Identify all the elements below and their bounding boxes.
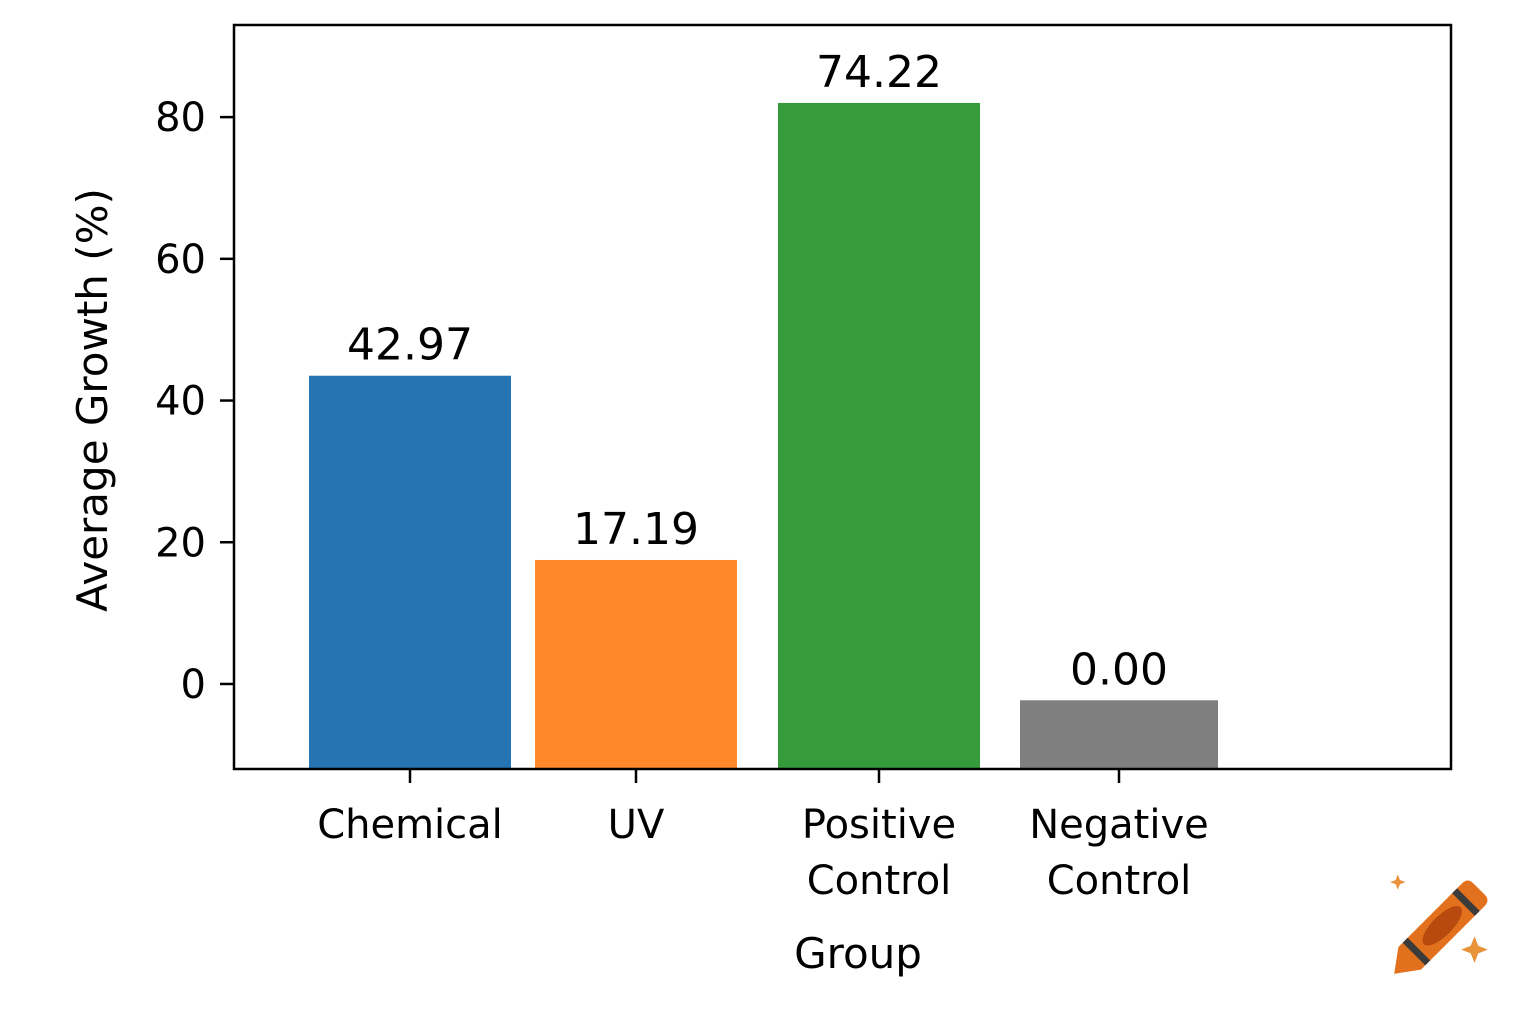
- x-tick-label: Control: [1047, 858, 1192, 904]
- y-tick-label: 40: [155, 379, 206, 425]
- y-tick-label: 60: [155, 237, 206, 283]
- x-tick-label: Chemical: [317, 802, 503, 848]
- crayon-icon: [1390, 874, 1488, 974]
- data-label: 42.97: [347, 320, 473, 371]
- y-axis-label: Average Growth (%): [68, 188, 117, 612]
- bars-group: [309, 102, 1218, 769]
- x-tick-label: Positive: [802, 802, 956, 848]
- data-label: 17.19: [573, 504, 699, 555]
- x-tick-label: Control: [807, 858, 952, 904]
- plot-frame: [232, 23, 1453, 771]
- x-axis-label: Group: [794, 929, 922, 978]
- x-tick-label: Negative: [1029, 802, 1209, 848]
- y-tick-label: 80: [155, 95, 206, 141]
- y-tick-label: 0: [181, 662, 206, 708]
- bar: [1020, 700, 1218, 769]
- bar: [778, 102, 980, 769]
- bar: [535, 559, 737, 769]
- y-tick-label: 20: [155, 520, 206, 566]
- x-axis-ticks: Chemical UV Positive Control Negative Control: [317, 769, 1209, 904]
- bar: [309, 375, 511, 769]
- y-axis-ticks: 0 20 40 60 80: [155, 95, 234, 708]
- data-label: 0.00: [1070, 644, 1168, 695]
- data-label: 74.22: [816, 47, 942, 98]
- data-labels-group: 42.97 17.19 74.22 0.00: [347, 47, 1168, 695]
- x-tick-label: UV: [608, 802, 665, 848]
